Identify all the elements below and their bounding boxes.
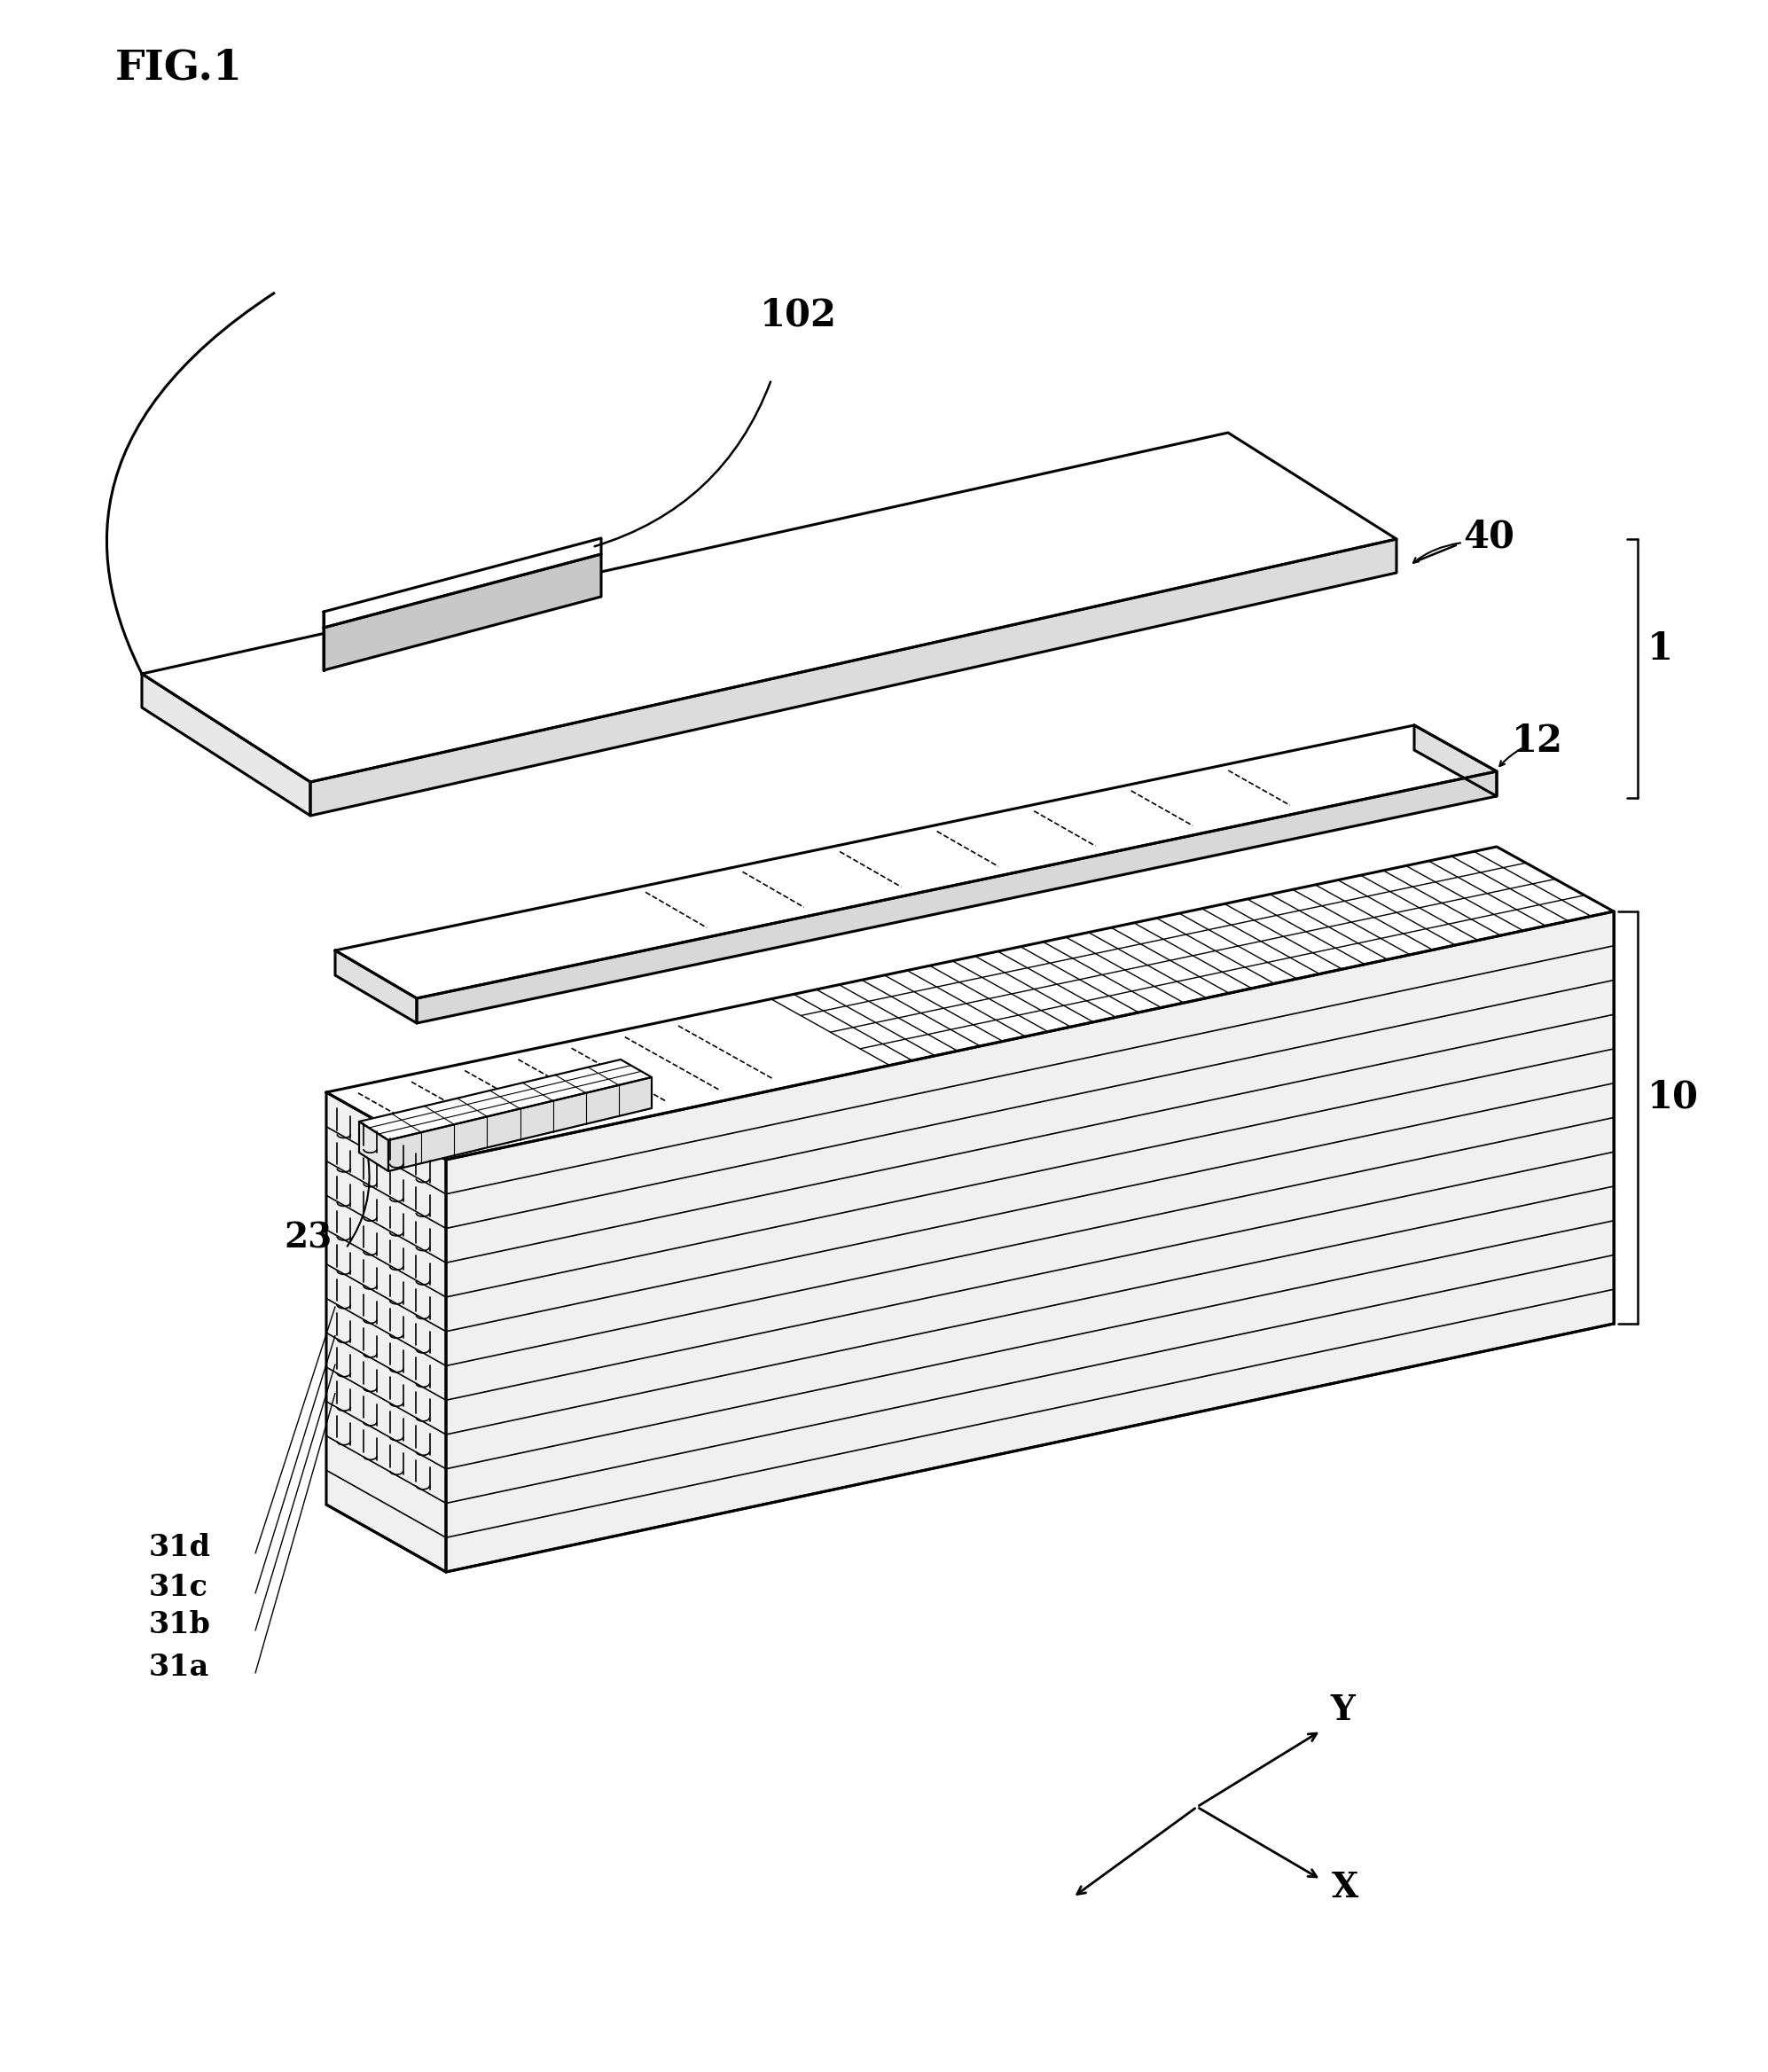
Text: 31d: 31d — [149, 1533, 210, 1562]
Polygon shape — [1414, 725, 1497, 796]
Polygon shape — [336, 951, 417, 1024]
Polygon shape — [141, 673, 311, 816]
Text: 23: 23 — [283, 1222, 332, 1256]
Polygon shape — [311, 539, 1397, 816]
Text: FIG.1: FIG.1 — [115, 48, 242, 89]
Polygon shape — [141, 433, 1397, 781]
Text: 12: 12 — [1512, 723, 1563, 760]
Polygon shape — [324, 539, 601, 628]
Text: 102: 102 — [760, 296, 836, 334]
Polygon shape — [446, 912, 1614, 1573]
Polygon shape — [359, 1059, 652, 1140]
Text: 31b: 31b — [149, 1610, 210, 1639]
Text: 1: 1 — [1648, 630, 1673, 667]
Text: 10: 10 — [1648, 1080, 1699, 1117]
Polygon shape — [359, 1121, 389, 1171]
Polygon shape — [327, 1092, 446, 1573]
Text: Y: Y — [1330, 1693, 1354, 1728]
Polygon shape — [324, 553, 601, 669]
Polygon shape — [327, 847, 1614, 1160]
Polygon shape — [336, 725, 1497, 999]
Text: 31c: 31c — [149, 1573, 209, 1602]
Text: 40: 40 — [1462, 518, 1515, 555]
Text: X: X — [1331, 1871, 1358, 1904]
Text: 31a: 31a — [149, 1653, 209, 1682]
Polygon shape — [389, 1077, 652, 1171]
Polygon shape — [417, 771, 1497, 1024]
